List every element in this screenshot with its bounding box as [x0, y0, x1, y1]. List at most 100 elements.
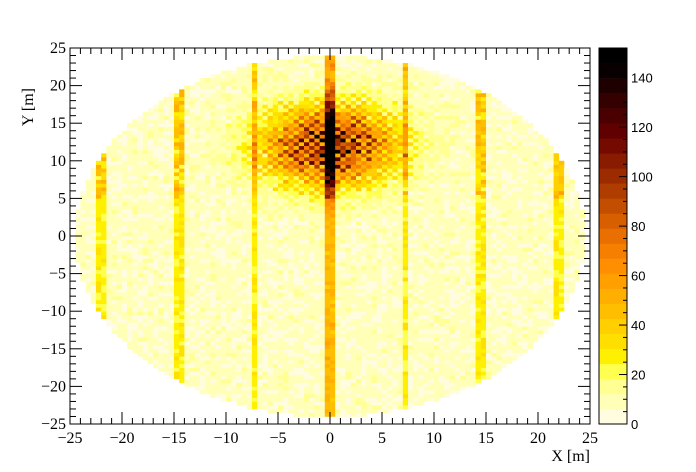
- heatmap-cell: [304, 81, 310, 86]
- heatmap-cell: [220, 70, 227, 75]
- heatmap-cell: [148, 277, 154, 282]
- heatmap-cell: [210, 145, 216, 150]
- heatmap-cell: [371, 157, 378, 162]
- heatmap-cell: [111, 273, 118, 278]
- heatmap-cell: [210, 220, 216, 226]
- heatmap-cell: [382, 149, 388, 154]
- heatmap-cell: [324, 348, 331, 353]
- heatmap-cell: [236, 115, 242, 120]
- heatmap-cell: [319, 115, 326, 120]
- heatmap-cell: [111, 292, 118, 297]
- heatmap-cell: [288, 100, 294, 105]
- heatmap-cell: [371, 175, 378, 180]
- heatmap-cell: [392, 138, 398, 143]
- heatmap-cell: [137, 134, 144, 139]
- heatmap-cell: [163, 292, 170, 297]
- heatmap-cell: [153, 345, 159, 350]
- heatmap-cell: [220, 138, 227, 143]
- heatmap-cell: [319, 142, 326, 147]
- heatmap-cell: [309, 157, 315, 162]
- heatmap-cell: [345, 119, 352, 124]
- heatmap-cell: [309, 93, 315, 98]
- heatmap-cell: [293, 401, 300, 406]
- heatmap-cell: [241, 138, 248, 143]
- heatmap-cell: [330, 360, 336, 365]
- heatmap-cell: [288, 142, 294, 147]
- heatmap-cell: [231, 258, 237, 263]
- heatmap-cell: [330, 254, 336, 259]
- heatmap-cell: [293, 70, 300, 75]
- heatmap-cell: [184, 149, 190, 154]
- heatmap-cell: [142, 311, 149, 316]
- heatmap-cell: [205, 78, 211, 83]
- heatmap-cell: [252, 194, 258, 199]
- heatmap-cell: [345, 93, 352, 98]
- heatmap-cell: [163, 145, 170, 150]
- heatmap-cell: [330, 104, 336, 109]
- heatmap-cell: [356, 367, 362, 372]
- heatmap-cell: [210, 108, 216, 113]
- heatmap-cell: [153, 307, 159, 312]
- heatmap-cell: [382, 390, 388, 395]
- heatmap-cell: [288, 356, 294, 361]
- heatmap-cell: [106, 262, 112, 267]
- heatmap-cell: [293, 386, 300, 391]
- heatmap-cell: [220, 213, 227, 218]
- heatmap-cell: [298, 277, 305, 282]
- heatmap-cell: [75, 213, 81, 218]
- heatmap-cell: [309, 318, 315, 323]
- heatmap-cell: [330, 378, 336, 383]
- heatmap-cell: [179, 224, 185, 229]
- heatmap-cell: [283, 190, 289, 195]
- heatmap-cell: [392, 126, 398, 132]
- heatmap-cell: [304, 179, 310, 184]
- heatmap-cell: [205, 198, 211, 203]
- heatmap-cell: [376, 326, 383, 331]
- heatmap-cell: [168, 356, 175, 361]
- heatmap-cell: [371, 145, 378, 150]
- heatmap-cell: [252, 262, 258, 267]
- heatmap-cell: [345, 130, 352, 135]
- heatmap-cell: [215, 292, 222, 297]
- heatmap-cell: [304, 236, 310, 241]
- heatmap-cell: [361, 130, 367, 135]
- heatmap-cell: [293, 153, 300, 158]
- heatmap-cell: [382, 93, 388, 98]
- heatmap-cell: [127, 213, 133, 218]
- heatmap-cell: [345, 59, 352, 64]
- heatmap-cell: [319, 78, 326, 83]
- heatmap-cell: [205, 149, 211, 154]
- heatmap-cell: [366, 322, 372, 327]
- heatmap-cell: [356, 115, 362, 120]
- heatmap-cell: [304, 119, 310, 124]
- heatmap-cell: [371, 93, 378, 98]
- heatmap-cell: [272, 236, 279, 241]
- heatmap-cell: [288, 322, 294, 327]
- heatmap-cell: [241, 345, 248, 350]
- heatmap-cell: [85, 273, 92, 278]
- heatmap-cell: [168, 348, 175, 353]
- heatmap-cell: [272, 70, 279, 75]
- heatmap-cell: [356, 85, 362, 90]
- heatmap-cell: [309, 341, 315, 346]
- heatmap-cell: [246, 269, 253, 274]
- heatmap-cell: [168, 119, 175, 124]
- heatmap-cell: [278, 213, 284, 218]
- heatmap-cell: [148, 149, 154, 154]
- heatmap-cell: [288, 243, 294, 248]
- heatmap-cell: [116, 164, 123, 169]
- heatmap-cell: [241, 115, 248, 120]
- heatmap-cell: [304, 126, 310, 132]
- heatmap-cell: [189, 172, 196, 177]
- heatmap-cell: [85, 224, 92, 229]
- heatmap-cell: [387, 311, 393, 316]
- heatmap-cell: [304, 262, 310, 267]
- heatmap-cell: [226, 269, 232, 274]
- heatmap-cell: [132, 145, 138, 150]
- heatmap-cell: [215, 232, 222, 237]
- heatmap-cell: [137, 318, 144, 323]
- heatmap-cell: [350, 382, 357, 387]
- heatmap-cell: [382, 130, 388, 135]
- heatmap-cell: [226, 311, 232, 316]
- heatmap-cell: [132, 345, 138, 350]
